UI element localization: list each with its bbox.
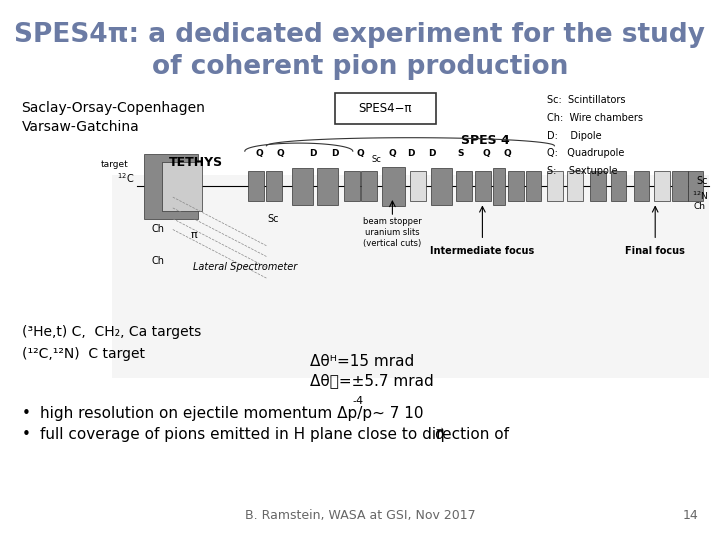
Bar <box>547 171 563 201</box>
Text: Δθᵜ=±5.7 mrad: Δθᵜ=±5.7 mrad <box>310 373 433 388</box>
Text: Ch: Ch <box>694 202 706 211</box>
Bar <box>361 171 377 201</box>
Text: Varsaw-Gatchina: Varsaw-Gatchina <box>22 120 140 134</box>
Bar <box>144 154 198 219</box>
Text: Q: Q <box>482 150 490 158</box>
Bar <box>317 168 338 205</box>
Text: Sc: Sc <box>696 176 708 186</box>
Text: Q: Q <box>356 150 364 158</box>
Text: Final focus: Final focus <box>625 246 685 256</box>
Text: (¹²C,¹²N)  C target: (¹²C,¹²N) C target <box>22 347 145 361</box>
Text: Q: Q <box>504 150 511 158</box>
Text: Ch: Ch <box>152 225 165 234</box>
Text: Lateral Spectrometer: Lateral Spectrometer <box>193 262 297 272</box>
Text: Q:   Quadrupole: Q: Quadrupole <box>547 148 624 158</box>
Text: high resolution on ejectile momentum Δp/p~ 7 10: high resolution on ejectile momentum Δp/… <box>40 406 423 421</box>
Text: Q: Q <box>256 150 263 158</box>
Bar <box>410 171 426 201</box>
Text: D: D <box>407 150 414 158</box>
Text: full coverage of pions emitted in H plane close to direction of: full coverage of pions emitted in H plan… <box>40 427 513 442</box>
Bar <box>590 171 606 201</box>
Text: Ch: Ch <box>152 256 165 266</box>
Text: D: D <box>331 150 338 158</box>
Text: D: D <box>310 150 317 158</box>
Text: TETHYS: TETHYS <box>169 156 223 168</box>
Text: q⃗: q⃗ <box>434 427 444 442</box>
Text: target: target <box>100 160 128 169</box>
Bar <box>634 171 649 201</box>
Text: Q: Q <box>277 150 284 158</box>
Text: of coherent pion production: of coherent pion production <box>152 55 568 80</box>
Text: B. Ramstein, WASA at GSI, Nov 2017: B. Ramstein, WASA at GSI, Nov 2017 <box>245 509 475 522</box>
Bar <box>248 171 264 201</box>
Bar <box>611 171 626 201</box>
Text: Saclay-Orsay-Copenhagen: Saclay-Orsay-Copenhagen <box>22 101 205 115</box>
Bar <box>526 171 541 201</box>
Text: SPES4−π: SPES4−π <box>359 102 412 115</box>
Text: (³He,t) C,  CH₂, Ca targets: (³He,t) C, CH₂, Ca targets <box>22 325 201 339</box>
Bar <box>688 171 703 201</box>
Bar <box>344 171 360 201</box>
Bar <box>162 162 202 211</box>
Text: D: D <box>428 150 436 158</box>
Text: Sc:  Scintillators: Sc: Scintillators <box>547 95 626 105</box>
Text: Q: Q <box>389 150 396 158</box>
Bar <box>266 171 282 201</box>
Text: Δθᴴ=15 mrad: Δθᴴ=15 mrad <box>310 354 414 369</box>
FancyBboxPatch shape <box>335 93 436 124</box>
Text: 14: 14 <box>683 509 698 522</box>
Text: S:    Sextupole: S: Sextupole <box>547 166 618 176</box>
Text: S: S <box>457 150 464 158</box>
Text: Ch:  Wire chambers: Ch: Wire chambers <box>547 113 643 123</box>
Text: Sc: Sc <box>372 155 382 164</box>
Text: SPES 4: SPES 4 <box>461 134 510 147</box>
Bar <box>493 168 505 205</box>
Text: $^{12}$C: $^{12}$C <box>117 171 135 185</box>
Text: SPES4π: a dedicated experiment for the study: SPES4π: a dedicated experiment for the s… <box>14 22 706 48</box>
Bar <box>292 168 313 205</box>
Bar <box>654 171 670 201</box>
Text: Sc: Sc <box>268 214 279 224</box>
Text: -4: -4 <box>353 396 364 406</box>
Text: D:    Dipole: D: Dipole <box>547 131 602 140</box>
Bar <box>508 171 524 201</box>
Text: Intermediate focus: Intermediate focus <box>431 246 534 256</box>
Text: π: π <box>191 230 198 240</box>
Text: beam stopper
uranium slits
(vertical cuts): beam stopper uranium slits (vertical cut… <box>363 217 422 248</box>
Text: $^{12}$N: $^{12}$N <box>692 190 708 201</box>
Bar <box>672 171 688 201</box>
Bar <box>475 171 491 201</box>
Bar <box>431 168 452 205</box>
Text: •: • <box>22 406 30 421</box>
Bar <box>456 171 472 201</box>
Text: •: • <box>22 427 30 442</box>
Bar <box>382 167 405 206</box>
Bar <box>567 171 583 201</box>
Bar <box>112 176 709 378</box>
